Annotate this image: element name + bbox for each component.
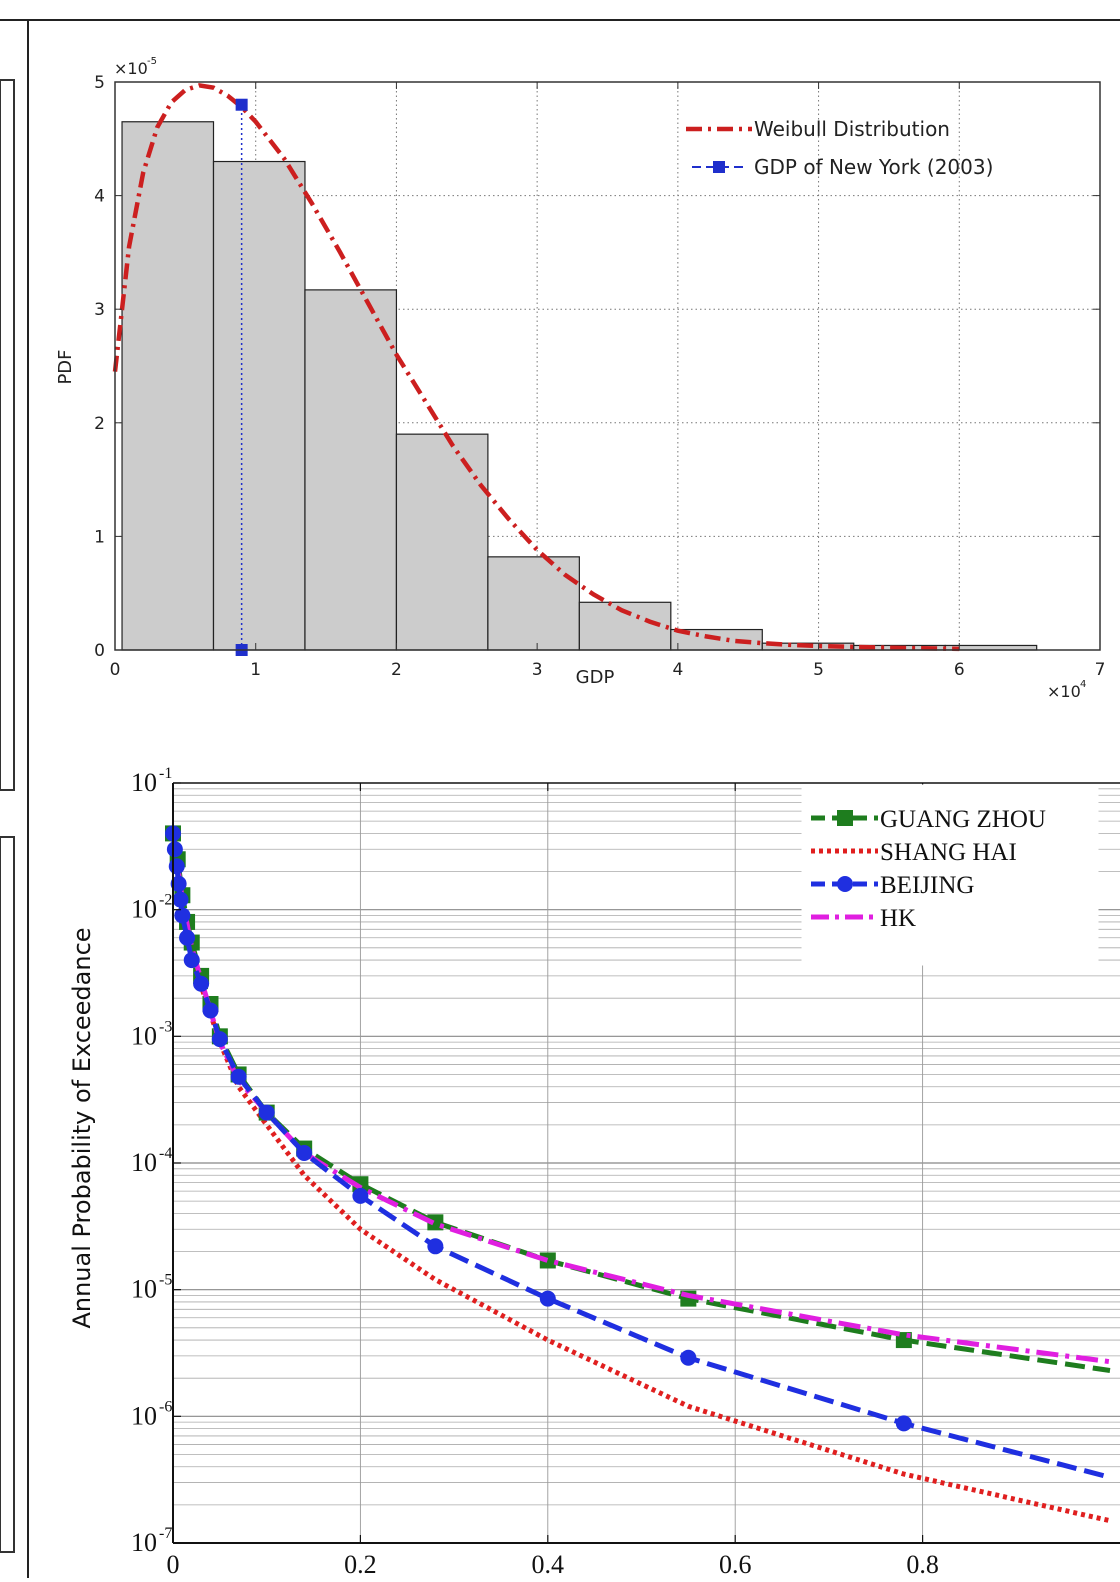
- pdf-y-tick-label: 2: [94, 414, 105, 434]
- marker-beijing: [427, 1238, 444, 1255]
- marker-beijing: [296, 1144, 313, 1161]
- exceedance-y-tick-label: 10: [131, 768, 157, 797]
- left-panel-frame-upper: [0, 79, 15, 791]
- histogram-bar: [304, 289, 398, 651]
- pdf-y-tick-label: 5: [94, 73, 105, 93]
- pdf-plot-frame: [114, 81, 1101, 651]
- histogram-bar: [121, 121, 215, 651]
- svg-text:×10: ×10: [114, 59, 148, 78]
- exceedance-x-tick-label: 0: [167, 1550, 180, 1578]
- marker-guang-zhou: [539, 1252, 556, 1269]
- pdf-x-tick-label: 6: [954, 660, 965, 680]
- pdf-x-tick-label: 7: [1095, 660, 1106, 680]
- pdf-x-tick-label: 5: [813, 660, 824, 680]
- exceedance-chart: 0 0.2 0.4 0.6 0.8 10-710-610-510-410-310-210…: [68, 765, 1120, 1579]
- exceedance-x-tick-label: 0.6: [719, 1550, 752, 1578]
- histogram-bar: [212, 160, 306, 651]
- marker-beijing: [202, 1002, 219, 1019]
- exceedance-y-tick-exponent: -5: [159, 1272, 172, 1289]
- exceedance-y-tick-exponent: -4: [159, 1145, 172, 1162]
- marker-beijing: [193, 975, 210, 992]
- pdf-x-multiplier: ×10 4: [1047, 679, 1086, 701]
- legend-marker-guang-zhou: [837, 810, 853, 826]
- histogram-bar: [487, 556, 580, 651]
- pdf-legend: Weibull Distribution GDP of New York (200…: [686, 117, 993, 179]
- pdf-x-tick-label: 4: [672, 660, 683, 680]
- marker-beijing: [352, 1187, 369, 1204]
- weibull-curve: [112, 83, 960, 652]
- legend-label-beijing: BEIJING: [880, 872, 974, 899]
- gdp-legend-marker: [713, 161, 725, 173]
- marker-beijing: [211, 1031, 228, 1048]
- marker-beijing: [166, 841, 183, 858]
- exceedance-x-ticks: 0 0.2 0.4 0.6 0.8: [167, 783, 939, 1579]
- marker-beijing: [170, 875, 187, 892]
- page-frame: [0, 19, 1120, 1578]
- exceedance-y-axis-label: Annual Probability of Exceedance: [68, 927, 96, 1328]
- legend-marker-beijing: [837, 876, 853, 892]
- pdf-x-axis-label: GDP: [576, 667, 615, 688]
- series-line-beijing: [170, 833, 1111, 1480]
- exceedance-series: [165, 825, 1111, 1524]
- svg-text:×10: ×10: [1047, 682, 1081, 701]
- exceedance-y-tick-label: 10: [131, 1148, 157, 1177]
- pdf-y-tick-label: 4: [94, 187, 105, 207]
- exceedance-legend: GUANG ZHOU SHANG HAI BEIJING HK: [801, 784, 1099, 966]
- marker-beijing: [230, 1068, 247, 1085]
- histogram-bar: [395, 433, 489, 651]
- pdf-x-tick-label: 3: [532, 660, 543, 680]
- marker-beijing: [172, 891, 189, 908]
- marker-beijing: [258, 1104, 275, 1121]
- svg-text:4: 4: [1080, 679, 1086, 690]
- pdf-histogram: [121, 121, 1038, 651]
- legend-label-hk: HK: [880, 905, 916, 932]
- exceedance-y-tick-label: 10: [131, 895, 157, 924]
- pdf-x-tick-label: 2: [391, 660, 402, 680]
- exceedance-x-tick-label: 0.4: [532, 1550, 565, 1578]
- marker-guang-zhou: [427, 1214, 444, 1231]
- left-panel-frame-lower: [0, 836, 15, 1553]
- pdf-x-ticks: 0 1 2 3 4 5 6 7: [110, 82, 1106, 680]
- pdf-y-axis-label: PDF: [55, 349, 76, 384]
- marker-beijing: [168, 858, 185, 875]
- gdp-legend-label: GDP of New York (2003): [754, 155, 993, 179]
- pdf-x-tick-label: 0: [110, 660, 121, 680]
- pdf-y-multiplier: ×10 -5: [114, 56, 157, 78]
- exceedance-x-tick-label: 0.8: [906, 1550, 939, 1578]
- pdf-y-tick-label: 0: [94, 641, 105, 661]
- pdf-y-tick-label: 1: [94, 527, 105, 547]
- exceedance-y-tick-exponent: -7: [159, 1525, 172, 1542]
- marker-guang-zhou: [352, 1176, 369, 1193]
- exceedance-y-tick-label: 10: [131, 1275, 157, 1304]
- exceedance-y-tick-exponent: -3: [159, 1018, 172, 1035]
- legend-label-guang-zhou: GUANG ZHOU: [880, 806, 1046, 833]
- series-beijing: [165, 825, 1111, 1480]
- marker-beijing: [183, 952, 200, 969]
- exceedance-y-tick-exponent: -2: [159, 892, 172, 909]
- exceedance-y-tick-label: 10: [131, 1528, 157, 1557]
- weibull-legend-label: Weibull Distribution: [754, 117, 950, 141]
- pdf-chart: 0 1 2 3 4 5 6 7 0 1 2 3 4 5 GDP PDF ×10 -5 ×10 4 Wei…: [55, 56, 1105, 701]
- legend-label-shang-hai: SHANG HAI: [880, 839, 1017, 866]
- gdp-new-york-marker: [235, 98, 248, 111]
- pdf-y-tick-label: 3: [94, 300, 105, 320]
- marker-beijing: [174, 907, 191, 924]
- exceedance-y-tick-label: 10: [131, 1401, 157, 1430]
- exceedance-y-tick-exponent: -6: [159, 1398, 172, 1415]
- pdf-series: [112, 83, 960, 656]
- pdf-x-tick-label: 1: [250, 660, 261, 680]
- exceedance-y-tick-label: 10: [131, 1021, 157, 1050]
- pdf-y-ticks: 0 1 2 3 4 5: [94, 73, 1100, 661]
- exceedance-x-tick-label: 0.2: [344, 1550, 377, 1578]
- marker-beijing: [895, 1415, 912, 1432]
- marker-beijing: [539, 1290, 556, 1307]
- exceedance-y-ticks: 10-710-610-510-410-310-210-1: [131, 765, 181, 1557]
- exceedance-y-tick-exponent: -1: [159, 765, 172, 782]
- svg-text:-5: -5: [147, 56, 157, 67]
- marker-beijing: [179, 929, 196, 946]
- marker-beijing: [680, 1349, 697, 1366]
